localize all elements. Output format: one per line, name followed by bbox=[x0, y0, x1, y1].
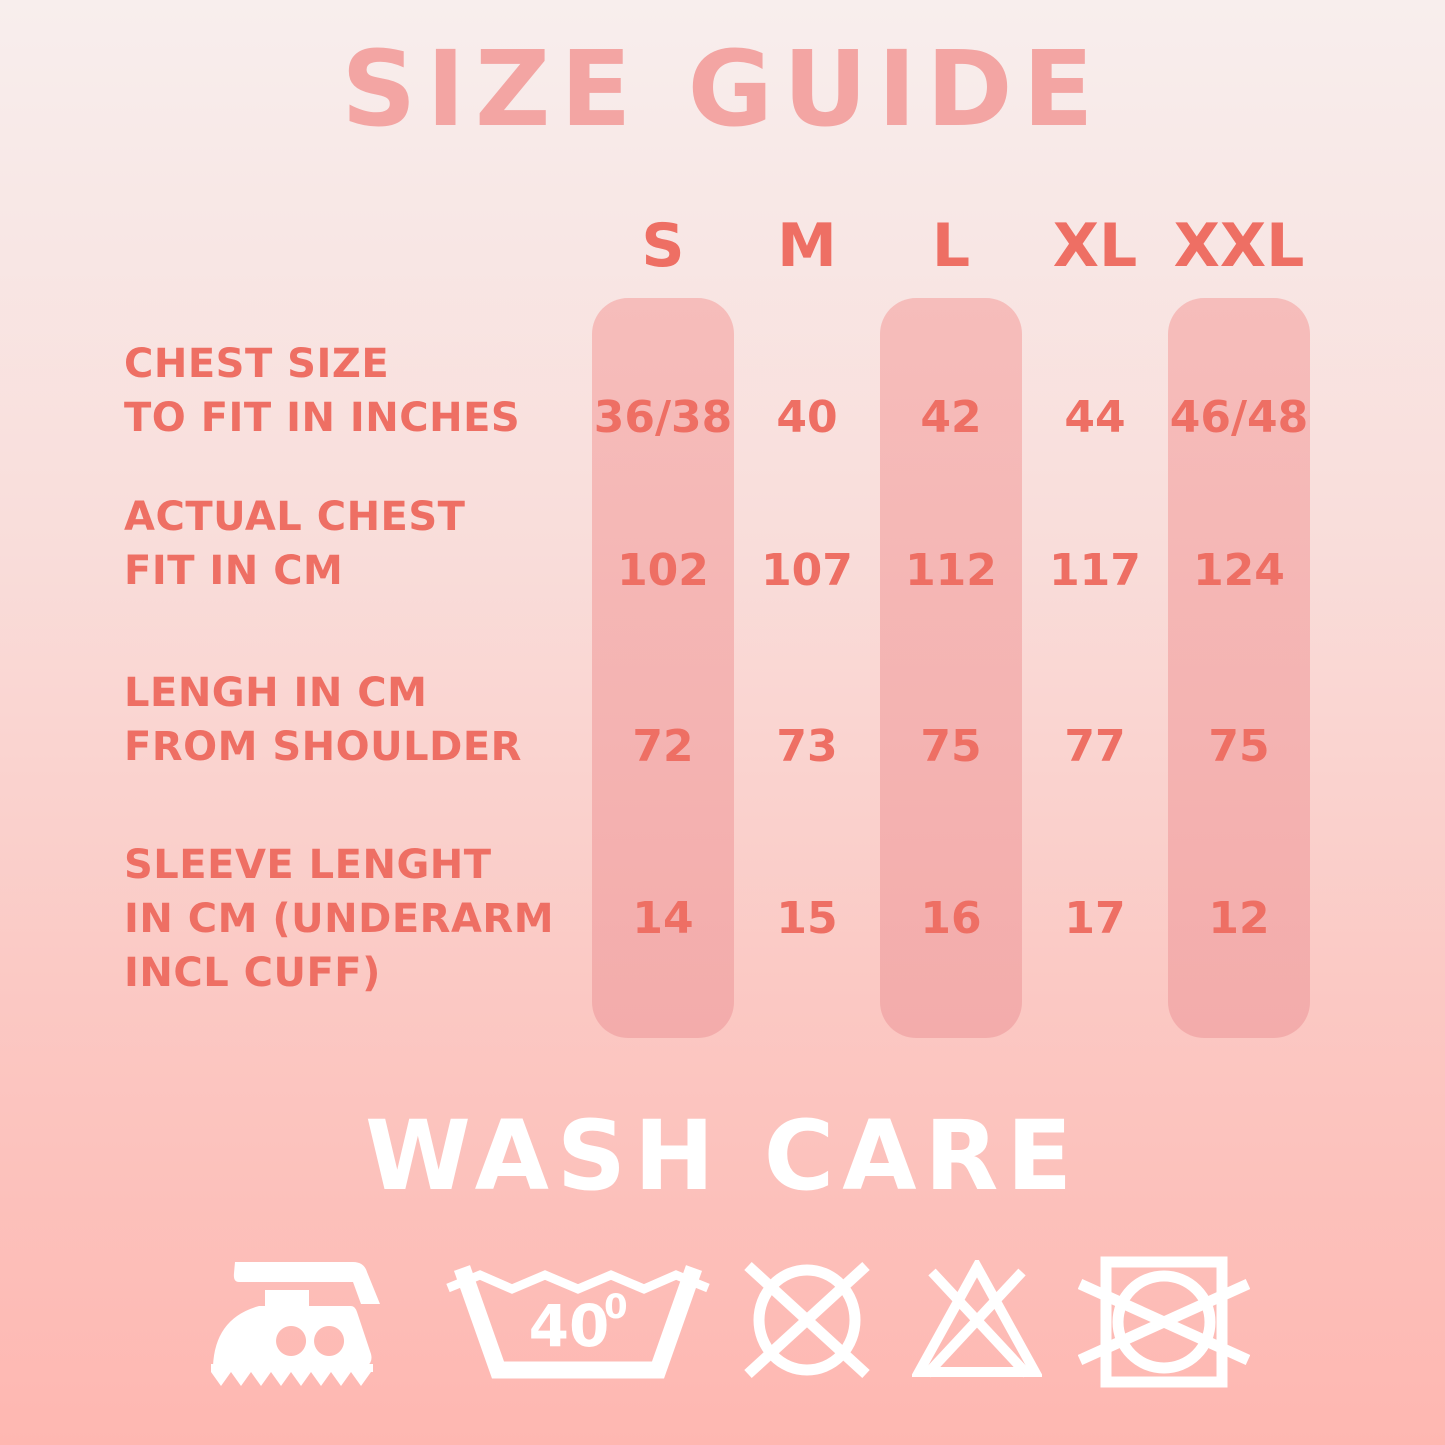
do-not-tumble-dry-icon bbox=[1078, 1254, 1250, 1390]
highlight-pill-s bbox=[592, 298, 734, 1038]
table-row: CHEST SIZE TO FIT IN INCHES 36/38 40 42 … bbox=[0, 337, 1445, 567]
row-label: CHEST SIZE TO FIT IN INCHES bbox=[124, 341, 521, 441]
table-row: LENGH IN CM FROM SHOULDER 72 73 75 77 75 bbox=[0, 666, 1445, 896]
column-header-l: L bbox=[931, 211, 971, 281]
column-header-xl: XL bbox=[1052, 211, 1138, 281]
cell-value: 75 bbox=[920, 721, 982, 772]
cell-value: 102 bbox=[617, 545, 709, 596]
iron-icon bbox=[205, 1256, 405, 1388]
wash-care-title: WASH CARE bbox=[364, 1100, 1081, 1212]
cell-value: 36/38 bbox=[593, 392, 733, 443]
cell-value: 12 bbox=[1208, 893, 1270, 944]
row-label: SLEEVE LENGHT IN CM (UNDERARM INCL CUFF) bbox=[124, 842, 554, 996]
cell-value: 16 bbox=[920, 893, 982, 944]
table-row: SLEEVE LENGHT IN CM (UNDERARM INCL CUFF)… bbox=[0, 838, 1445, 1068]
cell-value: 75 bbox=[1208, 721, 1270, 772]
column-header-xxl: XXL bbox=[1173, 211, 1305, 281]
cell-value: 44 bbox=[1064, 392, 1126, 443]
cell-value: 107 bbox=[761, 545, 853, 596]
cell-value: 117 bbox=[1049, 545, 1141, 596]
cell-value: 77 bbox=[1064, 721, 1126, 772]
cell-value: 112 bbox=[905, 545, 997, 596]
page-title: SIZE GUIDE bbox=[341, 28, 1104, 150]
cell-value: 72 bbox=[632, 721, 694, 772]
column-header-m: M bbox=[777, 211, 837, 281]
cell-value: 17 bbox=[1064, 893, 1126, 944]
wash-at-40-icon: 40 0 bbox=[446, 1256, 710, 1388]
cell-value: 42 bbox=[920, 392, 982, 443]
cell-value: 73 bbox=[776, 721, 838, 772]
highlight-pill-l bbox=[880, 298, 1022, 1038]
column-header-s: S bbox=[641, 211, 685, 281]
wash-temperature: 40 bbox=[529, 1292, 610, 1360]
cell-value: 40 bbox=[776, 392, 838, 443]
do-not-bleach-icon bbox=[912, 1260, 1042, 1380]
cell-value: 46/48 bbox=[1169, 392, 1309, 443]
cell-value: 124 bbox=[1193, 545, 1285, 596]
do-not-dry-clean-icon bbox=[740, 1258, 874, 1382]
row-label: LENGH IN CM FROM SHOULDER bbox=[124, 670, 522, 770]
row-label: ACTUAL CHEST FIT IN CM bbox=[124, 494, 466, 594]
wash-temperature-degree: 0 bbox=[604, 1287, 628, 1327]
table-row: ACTUAL CHEST FIT IN CM 102 107 112 117 1… bbox=[0, 490, 1445, 720]
cell-value: 15 bbox=[776, 893, 838, 944]
highlight-pill-xxl bbox=[1168, 298, 1310, 1038]
cell-value: 14 bbox=[632, 893, 694, 944]
